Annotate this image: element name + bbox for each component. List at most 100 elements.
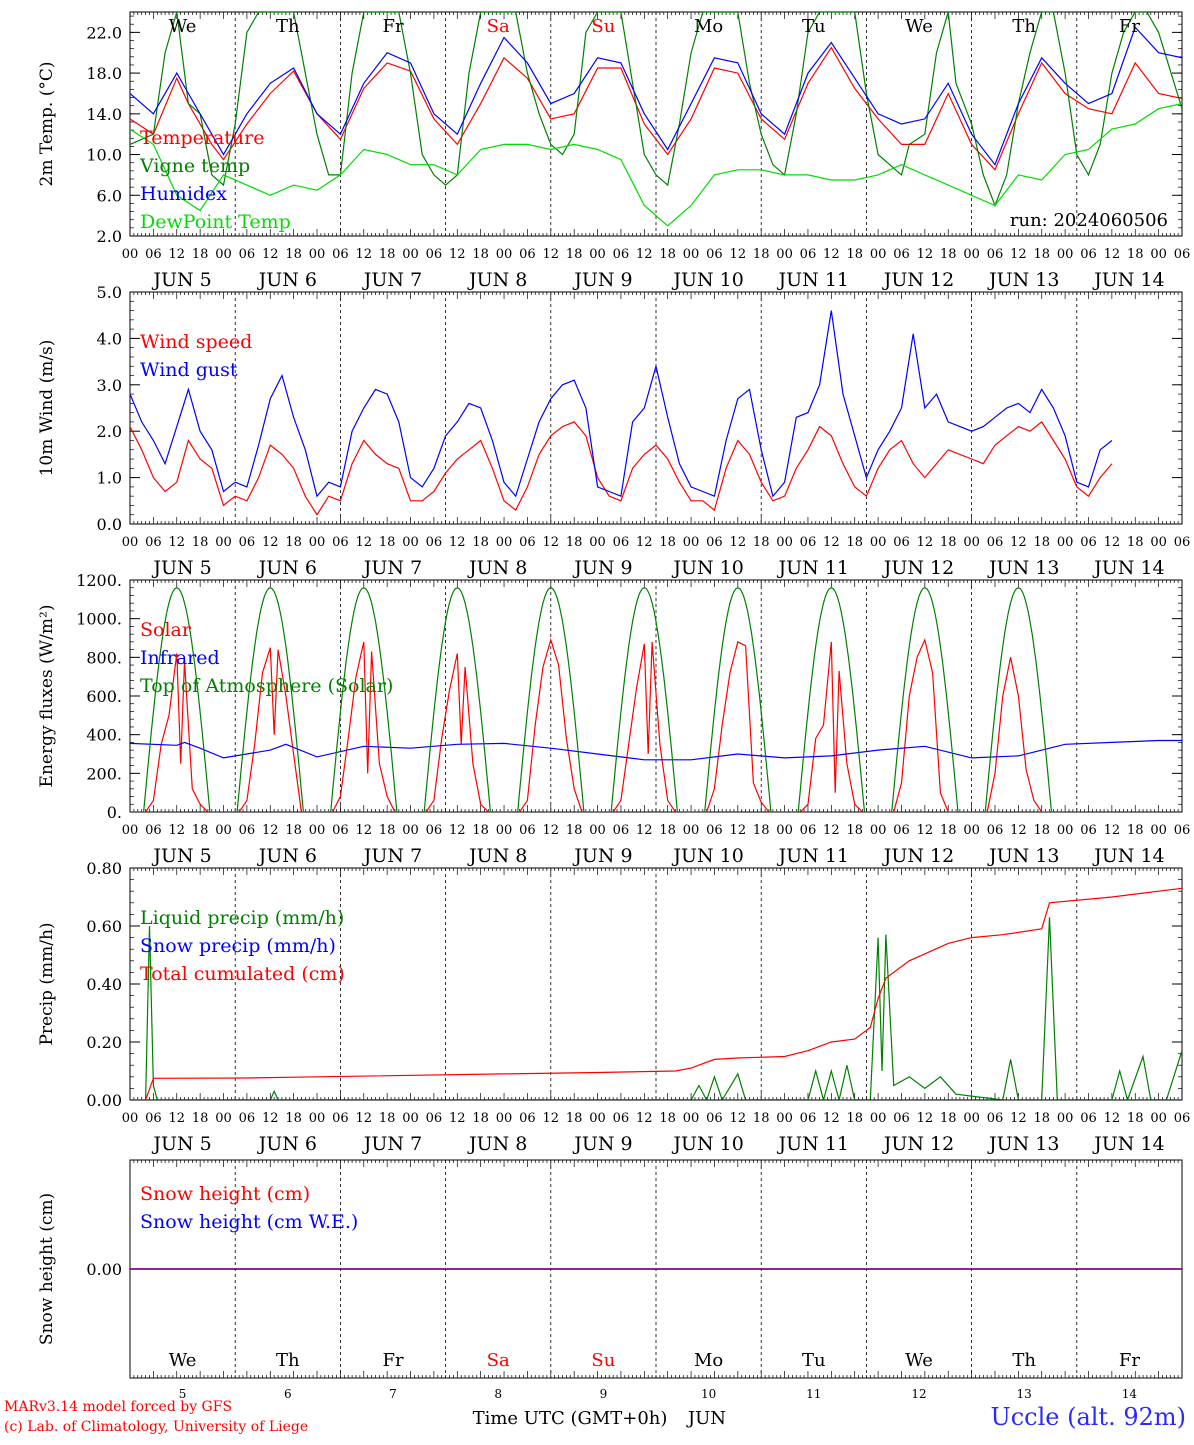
hour-tick-label: 06	[145, 823, 162, 838]
hour-tick-label: 12	[543, 823, 560, 838]
hour-tick-label: 12	[449, 535, 466, 550]
series-line-red	[130, 637, 1066, 812]
hour-tick-label: 06	[706, 535, 723, 550]
hour-tick-label: 18	[753, 1111, 770, 1126]
y-tick-label: 6.0	[97, 186, 122, 205]
date-label: JUN 12	[882, 1133, 954, 1155]
dow-label: We	[169, 1350, 197, 1371]
date-number-label: 6	[284, 1387, 292, 1401]
hour-tick-label: 06	[426, 535, 443, 550]
hour-tick-label: 18	[940, 535, 957, 550]
hour-tick-label: 18	[192, 823, 209, 838]
hour-tick-label: 00	[589, 535, 606, 550]
y-tick-label: 2.0	[97, 227, 122, 246]
hour-tick-label: 06	[987, 247, 1004, 262]
date-label: JUN 10	[671, 269, 743, 291]
hour-tick-label: 06	[145, 247, 162, 262]
hour-tick-label: 18	[379, 1111, 396, 1126]
dow-label: We	[905, 16, 933, 37]
hour-tick-label: 06	[893, 1111, 910, 1126]
hour-tick-label: 00	[776, 535, 793, 550]
lab-credit: (c) Lab. of Climatology, University of L…	[4, 1419, 309, 1435]
hour-tick-label: 00	[963, 823, 980, 838]
hour-tick-label: 18	[566, 1111, 583, 1126]
hour-tick-label: 18	[1033, 247, 1050, 262]
hour-tick-label: 18	[659, 1111, 676, 1126]
hour-tick-label: 00	[589, 1111, 606, 1126]
hour-tick-label: 00	[122, 247, 139, 262]
series-line-green	[130, 587, 1066, 812]
date-label: JUN 6	[257, 1133, 317, 1155]
legend-entry: Snow precip (mm/h)	[140, 935, 336, 957]
legend-entry: Snow height (cm W.E.)	[140, 1211, 358, 1233]
hour-tick-label: 18	[472, 535, 489, 550]
dow-label: Th	[276, 1350, 300, 1371]
hour-tick-label: 06	[239, 535, 256, 550]
date-label: JUN 12	[882, 557, 954, 579]
y-axis-label: Snow height (cm)	[37, 1193, 57, 1345]
hour-tick-label: 06	[706, 823, 723, 838]
hour-tick-label: 18	[472, 1111, 489, 1126]
date-label: JUN 6	[257, 269, 317, 291]
hour-tick-label: 18	[753, 823, 770, 838]
hour-tick-label: 12	[356, 535, 373, 550]
hour-tick-label: 06	[519, 247, 536, 262]
series-line-blue	[130, 26, 1182, 166]
hour-tick-label: 12	[356, 1111, 373, 1126]
hour-tick-label: 12	[730, 1111, 747, 1126]
hour-tick-label: 12	[262, 535, 279, 550]
date-label: JUN 6	[257, 845, 317, 867]
hour-tick-label: 18	[940, 1111, 957, 1126]
dow-label: Tu	[802, 16, 826, 37]
date-label: JUN 11	[777, 1133, 849, 1155]
date-label: JUN 11	[777, 269, 849, 291]
date-label: JUN 13	[987, 269, 1059, 291]
hour-tick-label: 18	[1127, 535, 1144, 550]
hour-tick-label: 00	[309, 1111, 326, 1126]
hour-tick-label: 06	[1080, 1111, 1097, 1126]
legend-entry: Temperature	[140, 127, 264, 149]
hour-tick-label: 06	[1174, 1111, 1191, 1126]
y-tick-label: 600.	[86, 687, 122, 706]
hour-tick-label: 00	[402, 247, 419, 262]
hour-tick-label: 18	[1127, 1111, 1144, 1126]
hour-tick-label: 00	[776, 823, 793, 838]
hour-tick-label: 18	[192, 247, 209, 262]
date-label: JUN 12	[882, 269, 954, 291]
dow-label: We	[169, 16, 197, 37]
station-label: Uccle (alt. 92m)	[990, 1403, 1186, 1431]
hour-tick-label: 06	[613, 247, 630, 262]
hour-tick-label: 12	[636, 247, 653, 262]
date-number-label: 9	[600, 1387, 608, 1401]
dow-label: Mo	[694, 16, 723, 37]
dow-label: Tu	[802, 1350, 826, 1371]
hour-tick-label: 18	[1033, 823, 1050, 838]
hour-tick-label: 12	[823, 823, 840, 838]
hour-tick-label: 06	[613, 1111, 630, 1126]
y-tick-label: 5.0	[97, 283, 122, 302]
date-label: JUN 10	[671, 557, 743, 579]
hour-tick-label: 00	[215, 823, 232, 838]
date-label: JUN 10	[671, 845, 743, 867]
hour-tick-label: 00	[496, 1111, 513, 1126]
dow-label: Su	[591, 1350, 615, 1371]
dow-label: We	[905, 1350, 933, 1371]
hour-tick-label: 00	[683, 1111, 700, 1126]
y-tick-label: 1200.	[76, 571, 122, 590]
hour-tick-label: 18	[285, 1111, 302, 1126]
y-axis-label: 2m Temp. (°C)	[37, 61, 57, 186]
hour-tick-label: 00	[402, 823, 419, 838]
hour-tick-label: 12	[917, 535, 934, 550]
dow-label: Fr	[1119, 1350, 1140, 1371]
hour-tick-label: 18	[659, 823, 676, 838]
hour-tick-label: 00	[870, 247, 887, 262]
y-axis-label: Energy fluxes (W/m²)	[37, 605, 57, 788]
date-label: JUN 5	[151, 557, 211, 579]
hour-tick-label: 06	[800, 247, 817, 262]
hour-tick-label: 12	[449, 247, 466, 262]
legend-entry: Wind speed	[140, 331, 252, 353]
panel-temp	[129, 11, 1183, 237]
y-tick-label: 800.	[86, 648, 122, 667]
hour-tick-label: 12	[730, 823, 747, 838]
hour-tick-label: 00	[309, 823, 326, 838]
